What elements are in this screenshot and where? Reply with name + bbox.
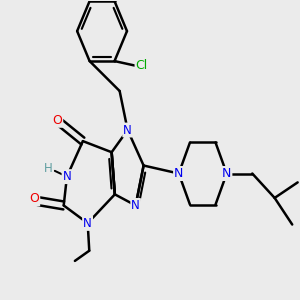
Text: N: N bbox=[62, 170, 71, 183]
Text: N: N bbox=[83, 217, 92, 230]
Text: Cl: Cl bbox=[136, 59, 148, 72]
Text: N: N bbox=[123, 124, 132, 136]
Text: O: O bbox=[52, 114, 62, 127]
Text: N: N bbox=[174, 167, 184, 180]
Text: N: N bbox=[83, 217, 92, 230]
Text: H: H bbox=[44, 162, 53, 175]
Text: O: O bbox=[29, 192, 39, 205]
Text: N: N bbox=[131, 199, 140, 212]
Text: N: N bbox=[222, 167, 231, 180]
